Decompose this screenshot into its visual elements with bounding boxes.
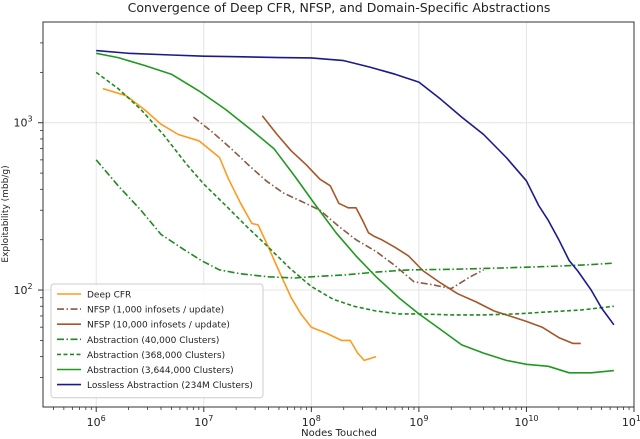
legend-entry-label: NFSP (1,000 infosets / update)	[87, 306, 224, 316]
y-axis-label: Exploitability (mbb/g)	[1, 165, 11, 262]
legend-entry-label: Abstraction (368,000 Clusters)	[87, 351, 225, 361]
series-line-7	[96, 49, 615, 326]
y-tick-label: 103	[13, 115, 32, 130]
x-axis-label: Nodes Touched	[301, 428, 377, 439]
series-line-1	[102, 87, 377, 362]
x-tick-label: 107	[194, 414, 213, 429]
legend-entry-label: Abstraction (40,000 Clusters)	[87, 336, 219, 346]
series-line-4	[95, 159, 614, 279]
legend-entry-label: NFSP (10,000 infosets / update)	[87, 321, 230, 331]
x-tick-label: 1010	[514, 414, 538, 429]
series-line-3	[261, 115, 581, 345]
series-line-5	[95, 71, 614, 316]
series-line-6	[96, 52, 614, 374]
legend: Deep CFR NFSP (1,000 infosets / update) NF…	[50, 283, 264, 399]
series-line-2	[192, 116, 484, 290]
x-tick-label: 108	[302, 414, 321, 429]
legend-box	[50, 283, 264, 399]
legend-entry-label: Abstraction (3,644,000 Clusters)	[87, 366, 234, 376]
legend-entry-label: Lossless Abstraction (234M Clusters)	[87, 381, 253, 391]
series-lines	[95, 49, 615, 374]
legend-entry-label: Deep CFR	[87, 291, 131, 301]
x-tick-label: 106	[87, 414, 106, 429]
plot-area-frame	[42, 21, 635, 408]
x-tick-label: 109	[409, 414, 428, 429]
chart-title: Convergence of Deep CFR, NFSP, and Domai…	[128, 0, 551, 15]
y-tick-label: 102	[13, 282, 32, 297]
